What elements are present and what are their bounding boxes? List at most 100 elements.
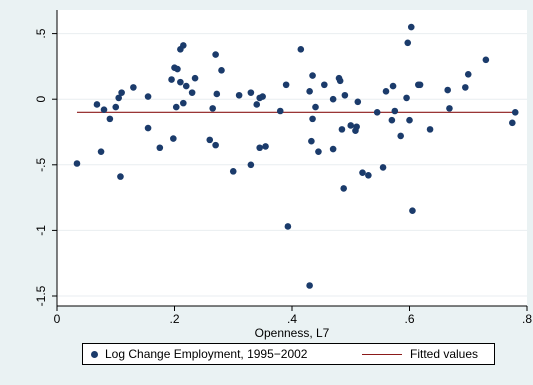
- data-point: [446, 105, 453, 112]
- legend-item-fitted: Fitted values: [362, 344, 478, 364]
- legend-label-fitted: Fitted values: [410, 347, 479, 361]
- data-point: [112, 103, 120, 111]
- data-point: [406, 116, 413, 124]
- data-point: [403, 94, 410, 102]
- data-point: [407, 23, 415, 31]
- data-point: [188, 89, 196, 96]
- data-point: [462, 84, 469, 91]
- data-point: [168, 76, 175, 83]
- data-point: [389, 82, 397, 90]
- y-tick-label: -1: [34, 225, 48, 236]
- data-point: [391, 107, 399, 115]
- data-point: [206, 136, 214, 144]
- y-tick-label: .5: [34, 28, 48, 38]
- data-point: [247, 161, 255, 169]
- data-point: [336, 77, 344, 85]
- y-tick-label: -.5: [34, 157, 48, 171]
- data-point: [213, 90, 221, 98]
- data-point: [321, 81, 328, 89]
- data-point: [144, 124, 152, 132]
- data-point: [73, 160, 81, 167]
- data-point: [156, 144, 164, 152]
- legend-item-scatter: Log Change Employment, 1995−2002: [91, 344, 307, 364]
- data-point: [409, 207, 416, 215]
- data-point: [464, 70, 472, 78]
- y-tick-label: -1.5: [34, 285, 48, 306]
- data-point: [276, 107, 284, 115]
- data-point: [144, 93, 152, 100]
- data-point: [306, 282, 313, 289]
- data-point: [444, 86, 451, 94]
- data-point: [340, 185, 348, 192]
- data-point: [315, 148, 322, 155]
- data-point: [115, 94, 122, 102]
- legend-marker-line: [362, 353, 402, 355]
- data-point: [262, 143, 269, 150]
- data-point: [329, 95, 337, 103]
- x-axis-label: Openness, L7: [255, 326, 330, 340]
- data-point: [373, 109, 381, 116]
- data-point: [308, 137, 315, 145]
- x-tick-label: 0: [54, 312, 61, 326]
- x-tick-label: .6: [404, 312, 414, 326]
- data-point: [359, 169, 366, 176]
- data-point: [212, 141, 219, 149]
- data-point: [382, 88, 390, 95]
- data-point: [306, 88, 313, 95]
- x-tick-label: .2: [169, 312, 179, 326]
- data-point: [97, 148, 105, 155]
- data-point: [209, 105, 216, 112]
- data-point: [329, 145, 337, 153]
- data-point: [388, 116, 396, 124]
- data-point: [309, 72, 316, 79]
- data-point: [365, 171, 372, 179]
- data-point: [404, 39, 412, 47]
- data-point: [379, 164, 387, 171]
- data-point: [174, 65, 181, 73]
- data-point: [426, 126, 434, 133]
- data-point: [509, 119, 516, 127]
- data-point: [312, 103, 319, 111]
- legend-label-scatter: Log Change Employment, 1995−2002: [105, 347, 308, 361]
- data-point: [256, 144, 263, 152]
- data-point: [180, 42, 187, 49]
- data-point: [118, 89, 125, 96]
- data-point: [259, 93, 266, 100]
- x-tick-label: .8: [522, 312, 532, 326]
- data-point: [397, 132, 404, 140]
- data-point: [93, 101, 101, 108]
- legend: Log Change Employment, 1995−2002 Fitted …: [82, 343, 495, 365]
- data-point: [309, 115, 316, 123]
- data-point: [347, 122, 355, 129]
- data-point: [180, 99, 187, 107]
- data-point: [416, 81, 424, 89]
- data-point: [353, 123, 360, 131]
- data-point: [170, 135, 177, 142]
- data-point: [354, 98, 362, 106]
- data-point: [117, 173, 124, 180]
- data-point: [235, 91, 243, 99]
- data-point: [100, 106, 108, 113]
- legend-marker-dot: [91, 350, 98, 358]
- data-point: [182, 82, 190, 90]
- x-tick-label: .4: [287, 312, 297, 326]
- data-point: [172, 103, 180, 111]
- data-point: [229, 168, 237, 175]
- data-point: [482, 56, 490, 64]
- data-point: [253, 101, 261, 108]
- data-point: [212, 51, 219, 58]
- data-point: [284, 223, 292, 230]
- plot-area: [57, 10, 527, 306]
- data-point: [297, 46, 305, 53]
- y-tick-label: 0: [34, 96, 48, 103]
- data-point: [341, 91, 349, 99]
- data-point: [177, 78, 184, 86]
- data-point: [282, 81, 290, 89]
- data-point: [218, 67, 225, 74]
- data-point: [130, 84, 137, 91]
- data-point: [106, 115, 114, 123]
- data-point: [338, 126, 346, 133]
- data-point: [511, 109, 519, 116]
